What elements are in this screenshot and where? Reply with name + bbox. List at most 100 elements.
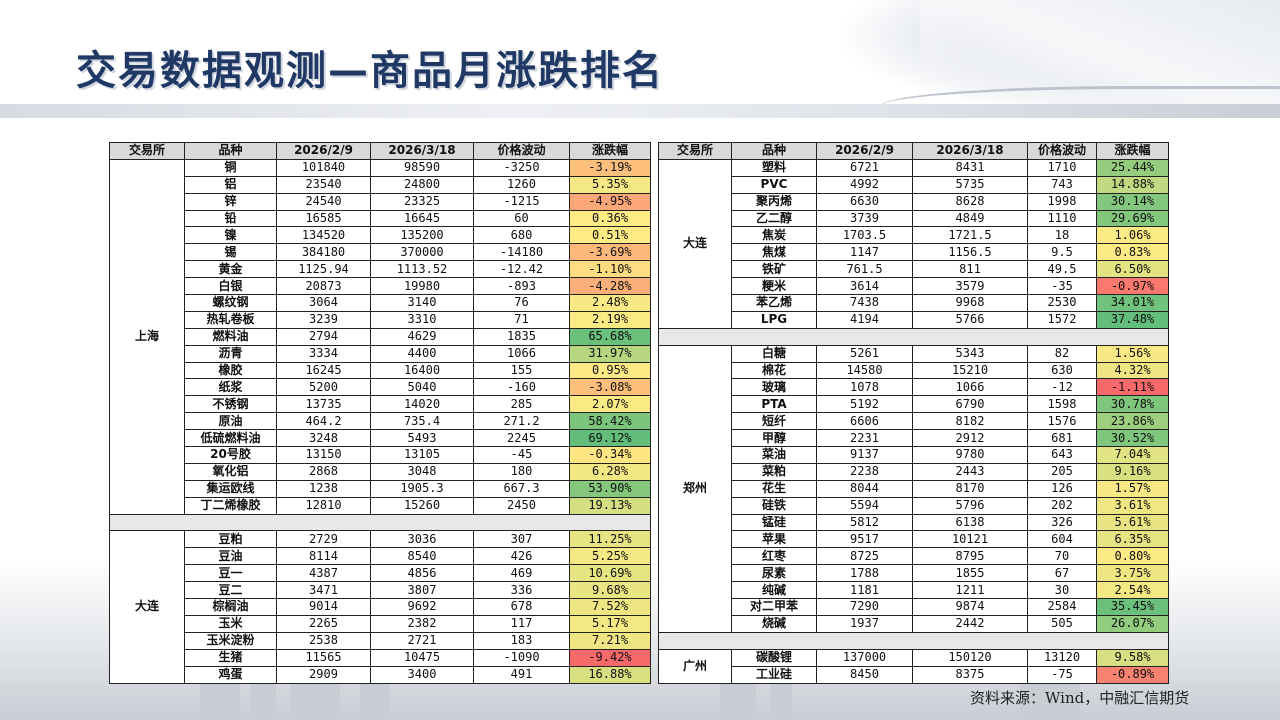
price-date2-cell: 735.4 xyxy=(370,412,474,431)
price-change-cell: 426 xyxy=(473,547,570,566)
price-change-cell: -1090 xyxy=(473,648,570,667)
group-separator xyxy=(109,513,651,532)
price-change-cell: 326 xyxy=(1027,513,1097,532)
price-date2-cell: 1211 xyxy=(912,581,1028,600)
product-cell: 粳米 xyxy=(731,277,817,296)
exchange-cell: 广州 xyxy=(658,648,732,684)
price-date1-cell: 20873 xyxy=(276,277,371,296)
price-date1-cell: 11565 xyxy=(276,648,371,667)
product-cell: 沥青 xyxy=(184,344,277,363)
price-date1-cell: 1147 xyxy=(816,243,913,262)
price-date1-cell: 137000 xyxy=(816,648,913,667)
product-cell: 不锈钢 xyxy=(184,395,277,414)
price-date2-cell: 4849 xyxy=(912,209,1028,228)
pct-change-cell: -4.28% xyxy=(569,277,651,296)
price-date2-cell: 8431 xyxy=(912,158,1028,177)
price-change-cell: 126 xyxy=(1027,479,1097,498)
table-row: 沥青 3334 4400 1066 31.97% xyxy=(110,344,651,363)
pct-change-cell: -3.08% xyxy=(569,378,651,397)
table-row: 丁二烯橡胶 12810 15260 2450 19.13% xyxy=(110,496,651,515)
price-date1-cell: 1238 xyxy=(276,479,371,498)
product-cell: 短纤 xyxy=(731,412,817,431)
price-date1-cell: 8044 xyxy=(816,479,913,498)
price-change-cell: 469 xyxy=(473,564,570,583)
table-row: 玉米淀粉 2538 2721 183 7.21% xyxy=(110,631,651,650)
table-row: 焦炭 1703.5 1721.5 18 1.06% xyxy=(659,226,1169,245)
price-change-cell: 9.5 xyxy=(1027,243,1097,262)
pct-change-cell: 7.04% xyxy=(1096,446,1169,464)
pct-change-cell: 9.16% xyxy=(1096,462,1169,481)
price-date2-cell: 2912 xyxy=(912,429,1028,448)
table-row: 橡胶 16245 16400 155 0.95% xyxy=(110,361,651,380)
pct-change-cell: 34.01% xyxy=(1096,294,1169,312)
price-change-cell: -1215 xyxy=(473,192,570,211)
product-cell: 焦煤 xyxy=(731,243,817,262)
pct-change-cell: 2.54% xyxy=(1096,581,1169,600)
table-row: 红枣 8725 8795 70 0.80% xyxy=(659,547,1169,566)
table-row: 低硫燃料油 3248 5493 2245 69.12% xyxy=(110,429,651,448)
price-date2-cell: 8540 xyxy=(370,547,474,566)
price-change-cell: -160 xyxy=(473,378,570,397)
product-cell: 豆油 xyxy=(184,547,277,566)
page-title-shadow: 交易数据观测—商品月涨跌排名 xyxy=(78,50,666,96)
price-date1-cell: 464.2 xyxy=(276,412,371,431)
table-row: 热轧卷板 3239 3310 71 2.19% xyxy=(110,310,651,329)
pct-change-cell: 5.61% xyxy=(1096,513,1169,532)
price-change-cell: 643 xyxy=(1027,446,1097,464)
col-header-pct-change: 涨跌幅 xyxy=(569,142,651,160)
col-header-price-change: 价格波动 xyxy=(1027,142,1097,160)
table-row: 对二甲苯 7290 9874 2584 35.45% xyxy=(659,598,1169,616)
table-row: 螺纹钢 3064 3140 76 2.48% xyxy=(110,294,651,312)
price-date2-cell: 3036 xyxy=(370,530,474,549)
price-date2-cell: 2721 xyxy=(370,631,474,650)
table-row: 郑州 白糖 5261 5343 82 1.56% xyxy=(658,344,1169,633)
group-separator xyxy=(658,327,1169,346)
price-date1-cell: 2538 xyxy=(276,631,371,650)
price-change-cell: 681 xyxy=(1027,429,1097,448)
product-cell: 硅铁 xyxy=(731,496,817,515)
price-change-cell: 1710 xyxy=(1027,158,1097,177)
price-date1-cell: 6606 xyxy=(816,412,913,431)
price-date1-cell: 3614 xyxy=(816,277,913,296)
product-cell: 黄金 xyxy=(184,260,277,279)
group-separator xyxy=(658,631,1169,650)
product-cell: 锌 xyxy=(184,192,277,211)
price-date1-cell: 8114 xyxy=(276,547,371,566)
price-date2-cell: 3807 xyxy=(370,581,474,600)
table-row: 菜油 9137 9780 643 7.04% xyxy=(659,446,1169,464)
col-header-exchange: 交易所 xyxy=(109,142,185,160)
page-title: 交易数据观测—商品月涨跌排名 xyxy=(76,48,664,94)
price-date2-cell: 8375 xyxy=(912,665,1028,684)
table-row: 纸浆 5200 5040 -160 -3.08% xyxy=(110,378,651,397)
price-change-cell: 505 xyxy=(1027,614,1097,633)
price-change-cell: 13120 xyxy=(1027,648,1097,667)
header-banner xyxy=(0,0,1280,128)
price-change-cell: 60 xyxy=(473,209,570,228)
group-separator-row xyxy=(658,327,1169,346)
price-date2-cell: 2443 xyxy=(912,462,1028,481)
table-row: PTA 5192 6790 1598 30.78% xyxy=(659,395,1169,414)
price-change-cell: 307 xyxy=(473,530,570,549)
table-header-row: 交易所 品种 2026/2/9 2026/3/18 价格波动 涨跌幅 xyxy=(109,142,651,160)
price-date2-cell: 13105 xyxy=(370,446,474,464)
price-date2-cell: 6138 xyxy=(912,513,1028,532)
col-header-date2: 2026/3/18 xyxy=(912,142,1028,160)
product-cell: 玉米 xyxy=(184,614,277,633)
product-cell: 橡胶 xyxy=(184,361,277,380)
price-change-cell: 2584 xyxy=(1027,598,1097,616)
price-change-cell: 678 xyxy=(473,598,570,616)
price-date2-cell: 1066 xyxy=(912,378,1028,397)
table-row: 原油 464.2 735.4 271.2 58.42% xyxy=(110,412,651,431)
pct-change-cell: 9.68% xyxy=(569,581,651,600)
table-row: 乙二醇 3739 4849 1110 29.69% xyxy=(659,209,1169,228)
product-cell: 菜油 xyxy=(731,446,817,464)
price-date1-cell: 24540 xyxy=(276,192,371,211)
price-date1-cell: 2238 xyxy=(816,462,913,481)
product-cell: 铜 xyxy=(184,158,277,177)
pct-change-cell: 35.45% xyxy=(1096,598,1169,616)
pct-change-cell: -0.97% xyxy=(1096,277,1169,296)
price-date2-cell: 8170 xyxy=(912,479,1028,498)
price-change-cell: 202 xyxy=(1027,496,1097,515)
product-cell: 丁二烯橡胶 xyxy=(184,496,277,515)
price-change-cell: -893 xyxy=(473,277,570,296)
